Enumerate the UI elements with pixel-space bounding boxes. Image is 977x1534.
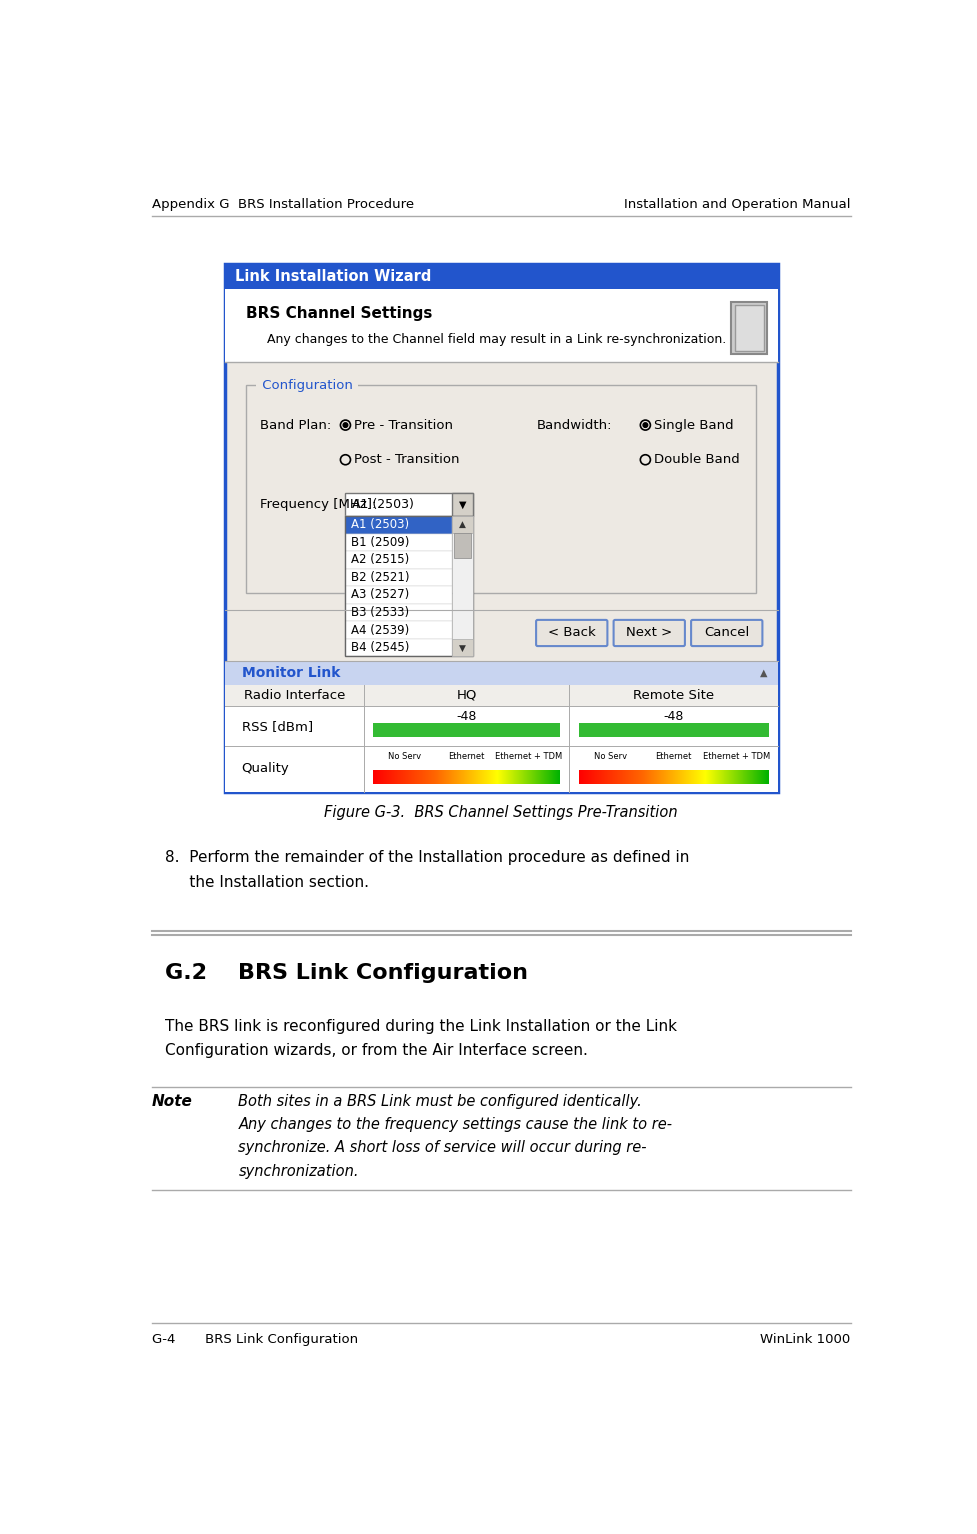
Bar	[451, 515, 473, 657]
Text: Frequency [MHz]:: Frequency [MHz]:	[260, 499, 376, 511]
Bar	[225, 264, 777, 288]
Bar	[373, 723, 560, 736]
Text: Note: Note	[151, 1094, 192, 1109]
Bar	[225, 288, 777, 362]
FancyBboxPatch shape	[535, 620, 607, 646]
Text: < Back: < Back	[547, 626, 595, 640]
Text: Band Plan:: Band Plan:	[260, 419, 331, 431]
Text: B3 (2533): B3 (2533)	[351, 606, 408, 620]
Text: Any changes to the frequency settings cause the link to re-: Any changes to the frequency settings ca…	[238, 1117, 672, 1132]
Text: Monitor Link: Monitor Link	[241, 666, 340, 680]
Text: ▼: ▼	[458, 500, 466, 509]
Bar	[246, 385, 755, 594]
Bar	[225, 684, 777, 706]
Bar	[345, 569, 451, 586]
Text: Cancel: Cancel	[703, 626, 748, 640]
Bar	[345, 534, 451, 551]
Bar	[345, 515, 473, 657]
Text: Ethernet + TDM: Ethernet + TDM	[495, 752, 562, 761]
Text: WinLink 1000: WinLink 1000	[760, 1333, 850, 1345]
Text: Remote Site: Remote Site	[632, 689, 713, 703]
Text: B4 (2545): B4 (2545)	[351, 641, 408, 653]
Text: HQ: HQ	[456, 689, 477, 703]
Text: ▲: ▲	[759, 667, 767, 678]
Text: Radio Interface: Radio Interface	[243, 689, 345, 703]
Bar	[225, 661, 777, 684]
Text: Double Band: Double Band	[654, 453, 739, 466]
Text: Configuration wizards, or from the Air Interface screen.: Configuration wizards, or from the Air I…	[165, 1043, 587, 1058]
Text: No Serv: No Serv	[593, 752, 626, 761]
Bar	[345, 586, 451, 604]
Text: ▼: ▼	[458, 643, 465, 652]
Text: the Installation section.: the Installation section.	[165, 874, 368, 890]
Bar	[345, 492, 473, 515]
Text: ▲: ▲	[458, 520, 465, 529]
Text: Ethernet: Ethernet	[448, 752, 485, 761]
Text: synchronize. A short loss of service will occur during re-: synchronize. A short loss of service wil…	[238, 1140, 647, 1155]
Bar	[451, 640, 473, 657]
Bar	[451, 492, 473, 515]
FancyBboxPatch shape	[691, 620, 762, 646]
Text: No Serv: No Serv	[388, 752, 421, 761]
Text: The BRS link is reconfigured during the Link Installation or the Link: The BRS link is reconfigured during the …	[165, 1019, 676, 1034]
Bar	[578, 723, 768, 736]
Circle shape	[343, 423, 348, 428]
Text: -48: -48	[662, 710, 683, 724]
Bar	[734, 305, 763, 351]
FancyBboxPatch shape	[613, 620, 684, 646]
Text: Installation and Operation Manual: Installation and Operation Manual	[623, 198, 850, 212]
Text: B1 (2509): B1 (2509)	[351, 535, 408, 549]
Text: Link Installation Wizard: Link Installation Wizard	[235, 268, 431, 284]
Text: A2 (2515): A2 (2515)	[351, 554, 408, 566]
Text: A4 (2539): A4 (2539)	[351, 623, 408, 637]
Text: Next >: Next >	[625, 626, 672, 640]
Text: A1 (2503): A1 (2503)	[352, 499, 413, 511]
Bar	[345, 638, 451, 657]
Text: Single Band: Single Band	[654, 419, 733, 431]
Text: Any changes to the Channel field may result in a Link re-synchronization.: Any changes to the Channel field may res…	[267, 333, 726, 345]
Bar	[345, 551, 451, 569]
Text: Ethernet + TDM: Ethernet + TDM	[702, 752, 770, 761]
Bar	[453, 532, 471, 557]
Circle shape	[643, 423, 647, 428]
Text: Quality: Quality	[241, 762, 289, 775]
Text: -48: -48	[456, 710, 477, 724]
Text: G.2    BRS Link Configuration: G.2 BRS Link Configuration	[165, 963, 528, 983]
Text: RSS [dBm]: RSS [dBm]	[241, 719, 313, 733]
FancyBboxPatch shape	[731, 302, 766, 354]
FancyBboxPatch shape	[225, 264, 777, 792]
Text: Appendix G  BRS Installation Procedure: Appendix G BRS Installation Procedure	[151, 198, 413, 212]
Bar	[345, 604, 451, 621]
Text: Figure G-3.  BRS Channel Settings Pre-Transition: Figure G-3. BRS Channel Settings Pre-Tra…	[324, 805, 677, 821]
Text: G-4       BRS Link Configuration: G-4 BRS Link Configuration	[151, 1333, 358, 1345]
Text: Ethernet: Ethernet	[655, 752, 691, 761]
Text: Configuration: Configuration	[258, 379, 357, 391]
Bar	[345, 621, 451, 638]
Text: B2 (2521): B2 (2521)	[351, 571, 409, 584]
Bar	[345, 515, 451, 534]
Text: Bandwidth:: Bandwidth:	[536, 419, 612, 431]
Text: A1 (2503): A1 (2503)	[351, 518, 408, 531]
Text: A3 (2527): A3 (2527)	[351, 589, 408, 601]
Text: Both sites in a BRS Link must be configured identically.: Both sites in a BRS Link must be configu…	[238, 1094, 642, 1109]
Text: 8.  Perform the remainder of the Installation procedure as defined in: 8. Perform the remainder of the Installa…	[165, 850, 689, 865]
Text: Pre - Transition: Pre - Transition	[354, 419, 452, 431]
Bar	[225, 684, 777, 792]
Text: BRS Channel Settings: BRS Channel Settings	[246, 305, 432, 321]
Bar	[451, 515, 473, 532]
Text: synchronization.: synchronization.	[238, 1163, 359, 1178]
Text: Post - Transition: Post - Transition	[354, 453, 459, 466]
